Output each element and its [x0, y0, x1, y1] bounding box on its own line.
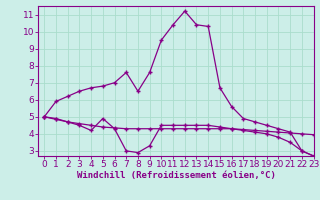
- X-axis label: Windchill (Refroidissement éolien,°C): Windchill (Refroidissement éolien,°C): [76, 171, 276, 180]
